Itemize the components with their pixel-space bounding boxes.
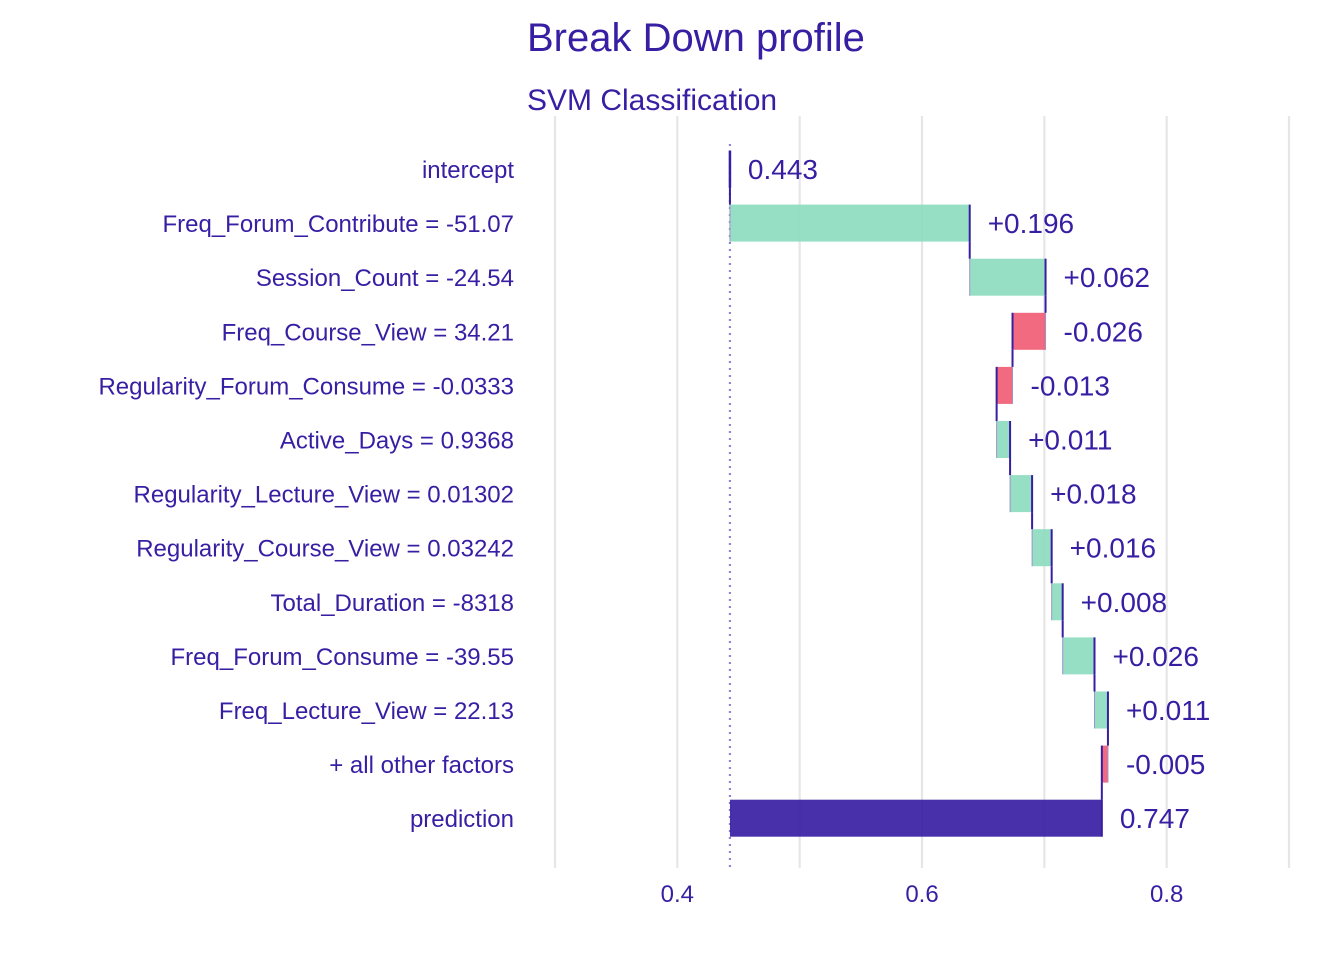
contribution-bar xyxy=(996,421,1011,458)
value-label: +0.008 xyxy=(1081,587,1167,618)
category-label: Freq_Forum_Consume = -39.55 xyxy=(171,644,515,671)
contribution-bar xyxy=(729,204,970,242)
value-label: -0.026 xyxy=(1064,316,1143,347)
contribution-bar xyxy=(1051,583,1063,621)
contribution-bar xyxy=(1032,529,1052,567)
value-label: +0.016 xyxy=(1070,533,1156,564)
category-label: Active_Days = 0.9368 xyxy=(280,428,514,455)
value-label: 0.747 xyxy=(1120,803,1190,834)
category-label: Total_Duration = -8318 xyxy=(271,590,515,617)
category-label: Freq_Course_View = 34.21 xyxy=(222,319,514,346)
category-label: prediction xyxy=(410,806,514,833)
category-label: + all other factors xyxy=(329,752,514,779)
category-label: Regularity_Course_View = 0.03242 xyxy=(136,536,514,563)
x-axis-ticks: 0.4 0.6 0.8 xyxy=(661,881,1184,908)
contribution-bar xyxy=(1062,637,1095,675)
chart-subtitle: SVM Classification xyxy=(527,84,777,117)
label-layer: intercept 0.443 Freq_Forum_Contribute = -5… xyxy=(98,154,1210,834)
value-label: +0.011 xyxy=(1126,695,1210,726)
category-label: Regularity_Forum_Consume = -0.0333 xyxy=(98,373,514,400)
contribution-bar xyxy=(969,258,1046,296)
contribution-bar xyxy=(996,366,1013,404)
value-label: +0.011 xyxy=(1028,425,1112,456)
category-label: Session_Count = -24.54 xyxy=(256,265,514,292)
contribution-bar xyxy=(1012,312,1046,350)
bar-layer xyxy=(728,150,1109,837)
contribution-bar xyxy=(1094,691,1108,729)
category-label: Regularity_Lecture_View = 0.01302 xyxy=(134,482,514,509)
value-label: +0.062 xyxy=(1064,262,1150,293)
x-tick-label: 0.4 xyxy=(661,881,694,908)
value-label: -0.005 xyxy=(1126,749,1205,780)
x-tick-label: 0.6 xyxy=(905,881,938,908)
category-label: intercept xyxy=(422,157,514,184)
connector-layer xyxy=(728,187,1109,800)
chart-title: Break Down profile xyxy=(527,16,865,60)
value-label: -0.013 xyxy=(1031,370,1110,401)
contribution-bar xyxy=(1010,475,1033,513)
contribution-bar xyxy=(1101,745,1108,783)
category-label: Freq_Forum_Contribute = -51.07 xyxy=(162,211,514,238)
value-label: +0.018 xyxy=(1050,479,1136,510)
x-tick-label: 0.8 xyxy=(1150,881,1183,908)
value-label: 0.443 xyxy=(748,154,818,185)
prediction-bar xyxy=(729,799,1102,837)
category-label: Freq_Lecture_View = 22.13 xyxy=(219,698,514,725)
value-label: +0.196 xyxy=(988,208,1074,239)
value-label: +0.026 xyxy=(1112,641,1198,672)
